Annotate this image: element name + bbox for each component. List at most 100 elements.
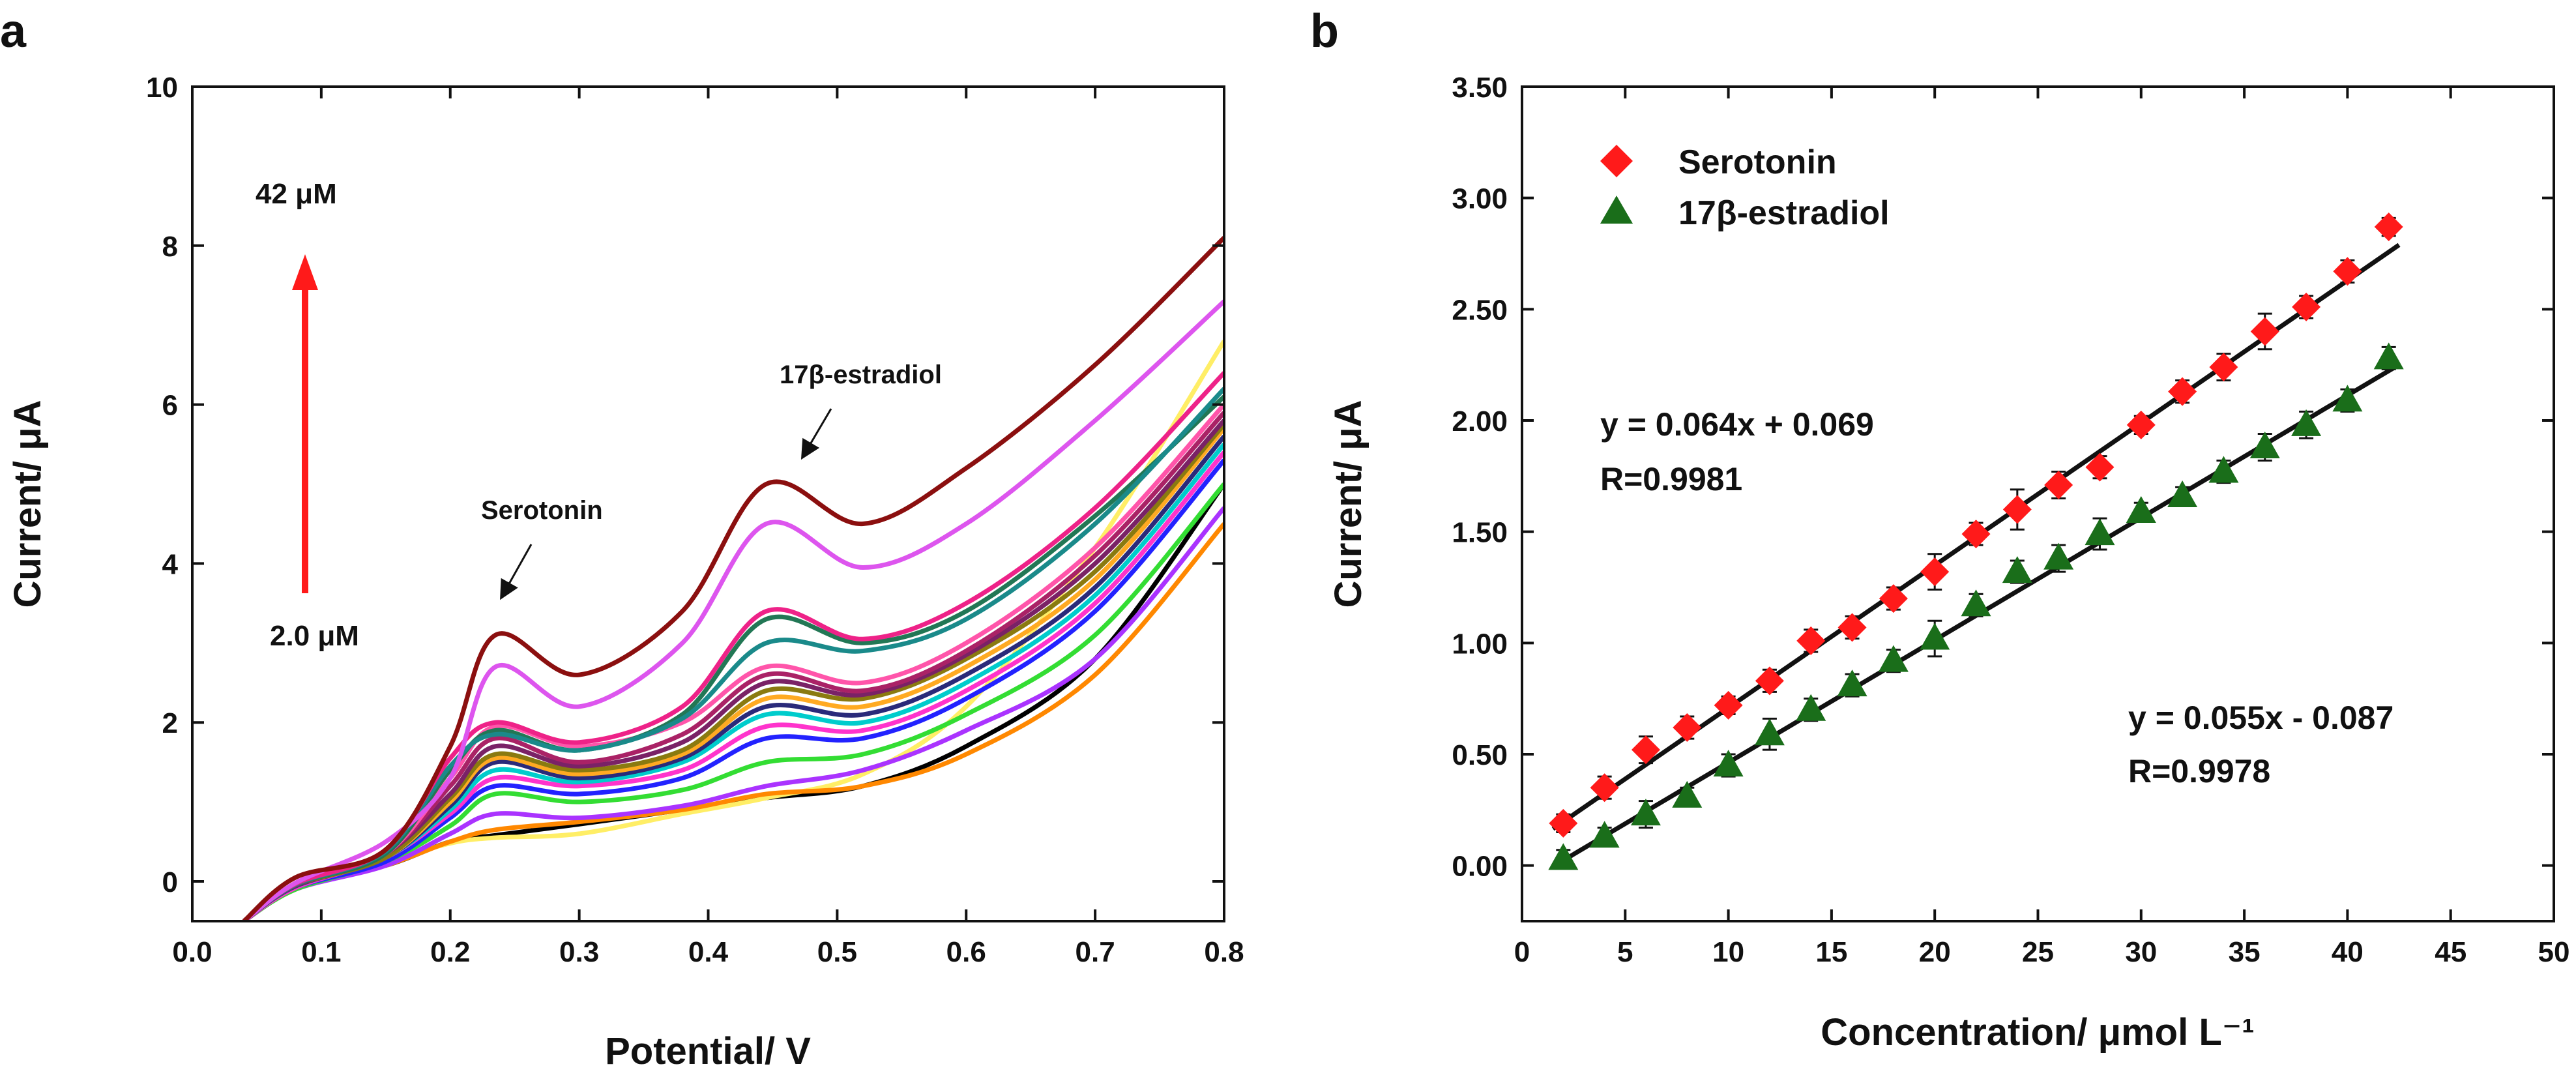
panel-a-x-axis-label: Potential/ V	[605, 1030, 811, 1072]
panel-b-x-tick-label: 10	[1712, 936, 1744, 968]
panel-a-x-tick-label: 0.2	[430, 936, 470, 968]
panel-a-y-tick-label: 2	[162, 707, 178, 739]
data-point-estradiol	[2085, 518, 2115, 546]
serotonin-fit-equation: y = 0.064x + 0.069	[1600, 406, 1874, 443]
voltammogram-curve-4	[242, 506, 1224, 921]
estradiol-fit-r-value: R=0.9978	[2128, 753, 2270, 789]
panel-b-x-tick-label: 15	[1815, 936, 1847, 968]
data-point-serotonin	[1879, 584, 1908, 613]
panel-b-y-tick-label: 0.50	[1452, 739, 1508, 771]
panel-b-y-tick-label: 2.50	[1452, 294, 1508, 326]
data-point-estradiol	[2126, 495, 2156, 523]
panel-a-y-tick-label: 4	[162, 548, 179, 580]
legend-estradiol-marker	[1600, 196, 1633, 224]
panel-b-x-tick-label: 25	[2022, 936, 2054, 968]
serotonin-pointer-arrow	[500, 544, 533, 600]
panel-b-x-tick-label: 40	[2332, 936, 2364, 968]
data-point-estradiol	[1589, 821, 1620, 848]
panel-a-x-tick-label: 0.3	[559, 936, 599, 968]
data-point-estradiol	[1878, 645, 1909, 672]
data-point-serotonin	[2374, 213, 2403, 242]
data-point-serotonin	[1755, 666, 1784, 696]
panel-a-x-axis: 0.0 0.1 0.2 0.3 0.4 0.5 0.6 0.7 0.8	[172, 87, 1244, 968]
panel-b-y-axis: 0.00 0.50 1.00 1.50 2.00 2.50 3.00 3.50	[1452, 72, 2554, 883]
data-point-serotonin	[1590, 773, 1619, 803]
data-point-serotonin	[1714, 690, 1743, 720]
data-point-estradiol	[1837, 670, 1867, 697]
data-point-serotonin	[2333, 257, 2362, 286]
panel-b-legend: Serotonin 17β-estradiol	[1600, 143, 1890, 232]
voltammogram-curve-2	[242, 340, 1224, 921]
panel-a-y-axis: 0 2 4 6 8 10	[146, 72, 1224, 898]
panel-b-data-points	[1548, 213, 2404, 870]
data-point-serotonin	[2250, 317, 2279, 346]
panel-a-plot-frame	[191, 85, 1225, 922]
voltammogram-curve-18	[242, 299, 1224, 921]
panel-a-x-tick-label: 0.8	[1204, 936, 1244, 968]
data-point-serotonin	[1796, 626, 1826, 655]
data-point-estradiol	[2249, 431, 2280, 458]
voltammogram-curve-16	[242, 387, 1224, 921]
panel-b-x-tick-label: 30	[2125, 936, 2157, 968]
annotation-high-concentration: 42 μM	[256, 178, 337, 210]
legend-serotonin-marker	[1600, 145, 1633, 177]
data-point-estradiol	[2373, 342, 2404, 370]
data-point-serotonin	[1631, 735, 1660, 765]
data-point-serotonin	[2292, 292, 2321, 321]
panel-a-chart: 0.0 0.1 0.2 0.3 0.4 0.5 0.6 0.7 0.8 0 2 4 6 8 10 Pote…	[7, 72, 1244, 1072]
data-point-estradiol	[1796, 694, 1826, 721]
data-point-estradiol	[2002, 556, 2032, 583]
serotonin-fit-r-value: R=0.9981	[1600, 461, 1742, 497]
data-point-estradiol	[1961, 589, 1991, 617]
panel-b-plot-frame	[1521, 85, 2555, 922]
data-point-serotonin	[1837, 613, 1867, 642]
panel-a-x-tick-label: 0.4	[688, 936, 729, 968]
data-point-estradiol	[2167, 480, 2198, 508]
data-point-serotonin	[1673, 713, 1702, 743]
panel-b-chart: 0 5 10 15 20 25 30 35 40 45 50 0.00 0.50 1.00 1.50 2.0…	[1327, 72, 2569, 1053]
data-point-estradiol	[2043, 542, 2074, 570]
data-point-serotonin	[2002, 495, 2032, 524]
data-point-serotonin	[1961, 520, 1991, 549]
data-point-serotonin	[1549, 808, 1578, 838]
panel-b-x-tick-label: 35	[2229, 936, 2261, 968]
panel-b-y-tick-label: 2.00	[1452, 405, 1508, 437]
annotation-estradiol-peak: 17β-estradiol	[780, 361, 942, 389]
data-point-estradiol	[2332, 385, 2363, 412]
estradiol-pointer-arrow	[800, 408, 832, 460]
panel-b-y-tick-label: 3.00	[1452, 183, 1508, 215]
panel-a-y-tick-label: 0	[162, 866, 178, 898]
data-point-estradiol	[1920, 623, 1950, 650]
panel-a-y-tick-label: 6	[162, 390, 178, 422]
panel-a-y-tick-label: 10	[146, 72, 178, 104]
panel-b-x-axis-label: Concentration/ μmol L⁻¹	[1821, 1011, 2254, 1053]
panel-b-y-tick-label: 1.50	[1452, 517, 1508, 549]
panel-b-y-axis-label: Current/ μA	[1327, 400, 1369, 608]
panel-b-y-tick-label: 0.00	[1452, 851, 1508, 883]
data-point-estradiol	[2208, 456, 2239, 483]
panel-a-x-tick-label: 0.5	[817, 936, 857, 968]
legend-estradiol-label: 17β-estradiol	[1678, 194, 1890, 232]
panel-a-label: a	[0, 5, 27, 57]
panel-a-curves	[242, 236, 1224, 921]
panel-b-x-axis: 0 5 10 15 20 25 30 35 40 45 50	[1514, 87, 2570, 968]
panel-b-x-tick-label: 0	[1514, 936, 1530, 968]
panel-a-y-tick-label: 8	[162, 231, 178, 263]
data-point-estradiol	[2291, 409, 2322, 436]
panel-a-x-tick-label: 0.1	[301, 936, 341, 968]
voltammogram-curve-19	[242, 236, 1224, 921]
concentration-arrow	[292, 254, 318, 593]
data-point-serotonin	[2044, 470, 2073, 499]
data-point-serotonin	[1920, 557, 1950, 587]
data-point-serotonin	[2126, 410, 2156, 439]
panel-b-label: b	[1310, 5, 1339, 57]
panel-a-x-tick-label: 0.7	[1076, 936, 1115, 968]
annotation-low-concentration: 2.0 μM	[270, 620, 359, 652]
annotation-serotonin-peak: Serotonin	[481, 496, 603, 525]
voltammogram-curve-6	[242, 458, 1224, 921]
data-point-estradiol	[1754, 718, 1785, 746]
panel-b-y-tick-label: 3.50	[1452, 72, 1508, 104]
panel-b-y-tick-label: 1.00	[1452, 628, 1508, 660]
data-point-estradiol	[1713, 750, 1744, 777]
panel-b-x-tick-label: 50	[2538, 936, 2570, 968]
